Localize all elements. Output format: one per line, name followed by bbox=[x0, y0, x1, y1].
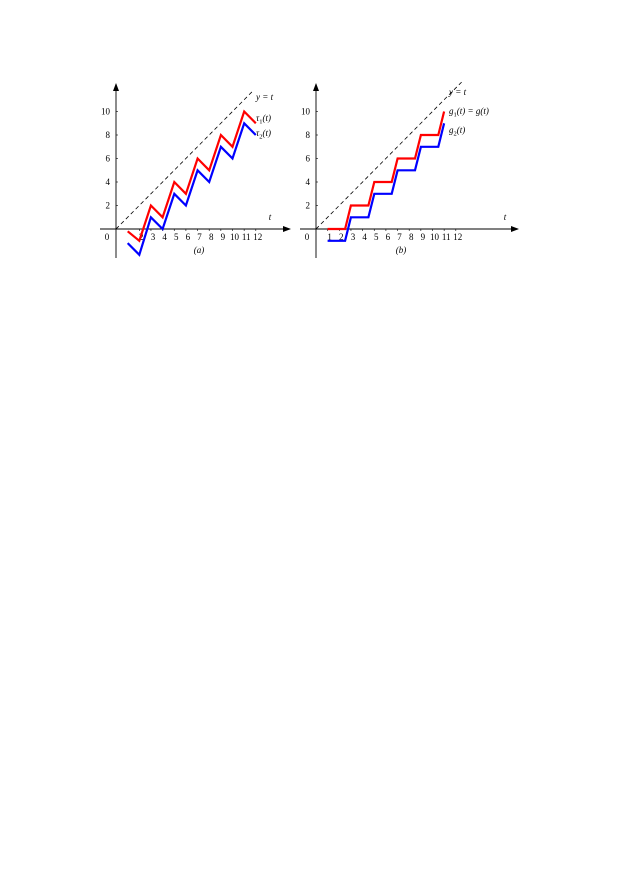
y-tick-label: 6 bbox=[106, 154, 111, 164]
x-axis-label: t bbox=[269, 212, 272, 222]
x-tick-label: 2 bbox=[339, 232, 344, 242]
x-axis-label: t bbox=[504, 212, 507, 222]
y-tick-label: 8 bbox=[306, 130, 311, 140]
series-label-sub: 2 bbox=[259, 134, 262, 141]
origin-label: 0 bbox=[105, 232, 110, 242]
y-tick-label: 2 bbox=[306, 201, 311, 211]
origin-label: 0 bbox=[305, 232, 310, 242]
x-tick-label: 5 bbox=[174, 232, 179, 242]
series-line-2 bbox=[126, 121, 257, 257]
series-label-main: τ bbox=[256, 113, 260, 123]
x-tick-label: 10 bbox=[230, 232, 240, 242]
y-tick-label: 6 bbox=[306, 154, 311, 164]
series-line-2 bbox=[327, 123, 446, 242]
x-tick-label: 7 bbox=[197, 232, 202, 242]
series-label-0: y = t bbox=[448, 87, 467, 97]
x-tick-label: 11 bbox=[242, 232, 251, 242]
series-label-sub: 1 bbox=[259, 119, 262, 126]
x-tick-label: 5 bbox=[374, 232, 379, 242]
series-label-0: y = t bbox=[255, 92, 274, 102]
series-label-2: τ2(t) bbox=[256, 128, 271, 141]
x-tick-label: 3 bbox=[151, 232, 156, 242]
x-tick-label: 1 bbox=[327, 232, 332, 242]
series-label-2: g2(t) bbox=[449, 125, 465, 138]
x-tick-label: 6 bbox=[386, 232, 391, 242]
y-tick-label: 4 bbox=[306, 177, 311, 187]
series-label-sub: 1 bbox=[454, 112, 457, 119]
y-tick-label: 2 bbox=[106, 201, 111, 211]
series-label-sub: 2 bbox=[454, 131, 457, 138]
x-tick-label: 6 bbox=[186, 232, 191, 242]
series-line-1 bbox=[127, 109, 257, 243]
series-label-tail: (t) = g(t) bbox=[457, 106, 489, 116]
x-tick-label: 12 bbox=[253, 232, 262, 242]
series-line-0 bbox=[115, 90, 254, 230]
x-tick-label: 8 bbox=[409, 232, 414, 242]
x-tick-label: 9 bbox=[421, 232, 426, 242]
x-tick-label: 4 bbox=[162, 232, 167, 242]
panel-label: (b) bbox=[396, 245, 407, 255]
series-label-main: y = t bbox=[448, 87, 467, 97]
series-line-1 bbox=[327, 111, 446, 231]
y-tick-label: 4 bbox=[106, 177, 111, 187]
x-tick-label: 10 bbox=[430, 232, 440, 242]
x-tick-label: 4 bbox=[362, 232, 367, 242]
x-tick-label: 12 bbox=[453, 232, 462, 242]
y-tick-label: 10 bbox=[301, 107, 311, 117]
y-tick-label: 10 bbox=[101, 107, 111, 117]
series-label-1: τ1(t) bbox=[256, 113, 271, 126]
series-label-tail: (t) bbox=[262, 113, 271, 123]
series-label-tail: (t) bbox=[262, 128, 271, 138]
x-tick-label: 11 bbox=[442, 232, 451, 242]
panel-label: (a) bbox=[194, 245, 205, 255]
x-tick-label: 3 bbox=[351, 232, 356, 242]
x-tick-label: 8 bbox=[209, 232, 214, 242]
x-tick-label: 9 bbox=[221, 232, 226, 242]
y-tick-label: 8 bbox=[106, 130, 111, 140]
series-label-main: g bbox=[449, 106, 454, 116]
series-label-main: y = t bbox=[255, 92, 274, 102]
series-line-0 bbox=[315, 81, 462, 230]
series-label-tail: (t) bbox=[457, 125, 466, 135]
x-tick-label: 7 bbox=[397, 232, 402, 242]
series-label-1: g1(t) = g(t) bbox=[449, 106, 489, 119]
series-label-main: τ bbox=[256, 128, 260, 138]
series-label-main: g bbox=[449, 125, 454, 135]
